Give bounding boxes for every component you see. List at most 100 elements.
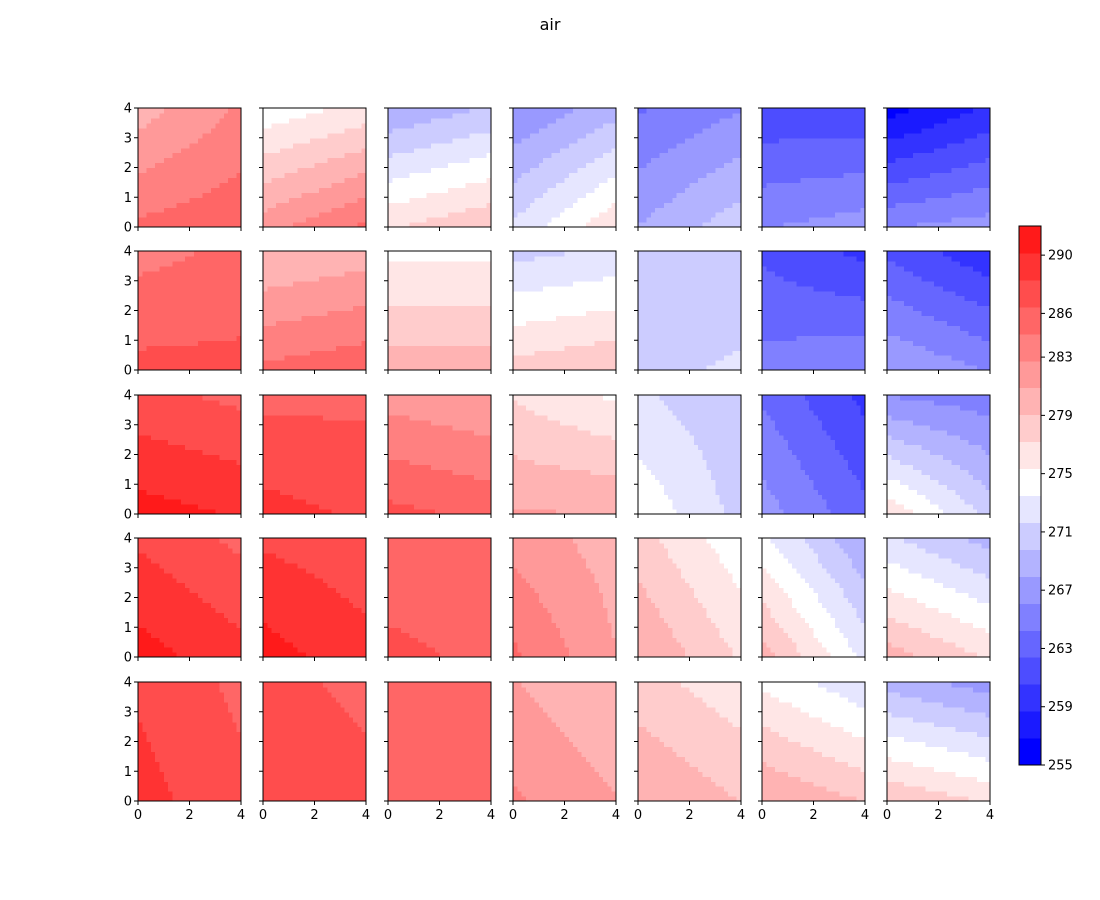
field-cell bbox=[190, 311, 195, 317]
field-cell bbox=[474, 123, 479, 129]
field-cell bbox=[908, 177, 913, 183]
field-cell bbox=[142, 345, 147, 351]
field-cell bbox=[289, 177, 294, 183]
field-cell bbox=[659, 182, 664, 188]
field-cell bbox=[896, 212, 901, 218]
field-cell bbox=[164, 311, 169, 317]
field-cell bbox=[194, 350, 199, 356]
field-cell bbox=[569, 158, 574, 164]
field-cell bbox=[164, 212, 169, 218]
field-cell bbox=[164, 340, 169, 346]
field-cell bbox=[981, 182, 986, 188]
field-cell bbox=[267, 281, 272, 287]
field-cell bbox=[435, 168, 440, 174]
field-cell bbox=[698, 123, 703, 129]
field-cell bbox=[172, 133, 177, 139]
field-cell bbox=[435, 217, 440, 223]
field-cell bbox=[779, 148, 784, 154]
field-cell bbox=[181, 153, 186, 159]
field-cell bbox=[844, 118, 849, 124]
field-cell bbox=[835, 148, 840, 154]
field-cell bbox=[513, 172, 518, 178]
field-cell bbox=[215, 266, 220, 272]
field-cell bbox=[651, 143, 656, 149]
field-cell bbox=[607, 113, 612, 119]
field-cell bbox=[539, 212, 544, 218]
field-cell bbox=[904, 182, 909, 188]
field-cell bbox=[332, 138, 337, 144]
field-cell bbox=[474, 168, 479, 174]
field-cell bbox=[272, 123, 277, 129]
field-cell bbox=[690, 123, 695, 129]
field-cell bbox=[659, 128, 664, 134]
field-cell bbox=[647, 187, 652, 193]
field-cell bbox=[280, 315, 285, 321]
field-cell bbox=[690, 172, 695, 178]
field-cell bbox=[835, 158, 840, 164]
field-cell bbox=[306, 182, 311, 188]
field-cell bbox=[224, 138, 229, 144]
field-cell bbox=[801, 153, 806, 159]
field-cell bbox=[151, 330, 156, 336]
field-cell bbox=[831, 158, 836, 164]
field-cell bbox=[211, 158, 216, 164]
field-cell bbox=[332, 148, 337, 154]
field-cell bbox=[956, 133, 961, 139]
field-cell bbox=[289, 202, 294, 208]
field-cell bbox=[181, 286, 186, 292]
field-cell bbox=[607, 172, 612, 178]
field-cell bbox=[388, 158, 393, 164]
field-cell bbox=[801, 113, 806, 119]
field-cell bbox=[409, 217, 414, 223]
field-cell bbox=[526, 172, 531, 178]
field-cell bbox=[284, 281, 289, 287]
field-cell bbox=[147, 301, 152, 307]
field-cell bbox=[164, 177, 169, 183]
field-cell bbox=[465, 113, 470, 119]
field-cell bbox=[534, 207, 539, 213]
field-cell bbox=[904, 207, 909, 213]
field-cell bbox=[694, 212, 699, 218]
field-cell bbox=[603, 138, 608, 144]
field-cell bbox=[831, 128, 836, 134]
field-cell bbox=[977, 108, 982, 114]
field-cell bbox=[215, 182, 220, 188]
field-cell bbox=[943, 158, 948, 164]
field-cell bbox=[839, 113, 844, 119]
field-cell bbox=[181, 350, 186, 356]
field-cell bbox=[138, 172, 143, 178]
field-cell bbox=[590, 163, 595, 169]
field-cell bbox=[327, 163, 332, 169]
field-cell bbox=[327, 148, 332, 154]
field-cell bbox=[198, 335, 203, 341]
field-cell bbox=[896, 163, 901, 169]
field-cell bbox=[263, 345, 268, 351]
field-cell bbox=[586, 212, 591, 218]
field-cell bbox=[228, 148, 233, 154]
field-cell bbox=[939, 118, 944, 124]
field-cell bbox=[856, 168, 861, 174]
field-cell bbox=[211, 360, 216, 366]
field-cell bbox=[418, 163, 423, 169]
field-cell bbox=[638, 217, 643, 223]
field-cell bbox=[289, 113, 294, 119]
field-cell bbox=[917, 143, 922, 149]
field-cell bbox=[728, 163, 733, 169]
field-cell bbox=[513, 217, 518, 223]
field-cell bbox=[677, 187, 682, 193]
field-cell bbox=[349, 158, 354, 164]
field-cell bbox=[138, 320, 143, 326]
field-cell bbox=[582, 143, 587, 149]
field-cell bbox=[530, 138, 535, 144]
field-cell bbox=[302, 187, 307, 193]
field-cell bbox=[913, 108, 918, 114]
field-cell bbox=[232, 172, 237, 178]
field-cell bbox=[263, 340, 268, 346]
field-cell bbox=[405, 143, 410, 149]
field-cell bbox=[198, 251, 203, 257]
field-cell bbox=[474, 172, 479, 178]
field-cell bbox=[280, 355, 285, 361]
field-cell bbox=[267, 266, 272, 272]
field-cell bbox=[211, 207, 216, 213]
field-cell bbox=[569, 143, 574, 149]
